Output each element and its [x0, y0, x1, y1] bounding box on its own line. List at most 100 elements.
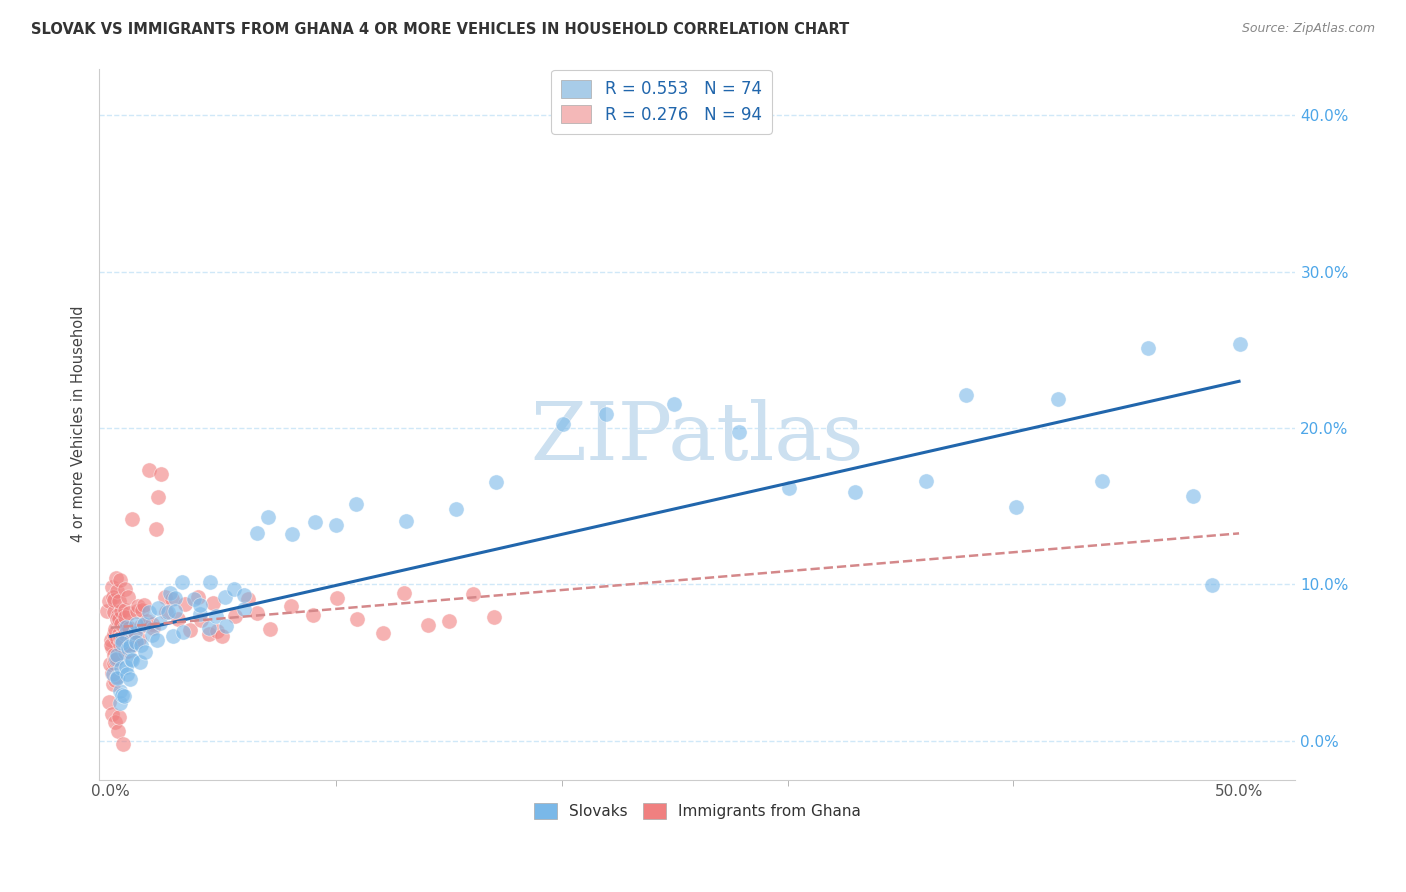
Point: [101, 667, 124, 681]
Point: [108, 612, 131, 626]
Point: [98, 593, 121, 607]
Text: ZIPatlas: ZIPatlas: [530, 400, 865, 477]
Point: [107, 594, 129, 608]
Point: [132, 598, 155, 612]
Point: [915, 474, 938, 488]
Point: [198, 621, 221, 635]
Point: [207, 624, 229, 638]
Point: [141, 628, 163, 642]
Text: Source: ZipAtlas.com: Source: ZipAtlas.com: [1241, 22, 1375, 36]
Point: [115, 666, 138, 681]
Point: [103, 677, 125, 691]
Point: [110, 617, 132, 632]
Point: [107, 627, 129, 641]
Point: [138, 605, 160, 619]
Point: [101, 590, 124, 604]
Point: [101, 640, 124, 655]
Point: [118, 673, 141, 687]
Point: [120, 651, 142, 665]
Point: [461, 587, 484, 601]
Point: [163, 591, 186, 605]
Point: [1046, 392, 1069, 406]
Point: [103, 656, 125, 670]
Point: [96, 604, 118, 618]
Point: [105, 651, 128, 665]
Point: [117, 621, 139, 635]
Point: [104, 653, 127, 667]
Point: [326, 591, 349, 605]
Point: [163, 604, 186, 618]
Point: [246, 606, 269, 620]
Point: [103, 605, 125, 619]
Point: [344, 497, 367, 511]
Point: [162, 629, 184, 643]
Point: [778, 481, 800, 495]
Point: [395, 514, 418, 528]
Point: [259, 622, 281, 636]
Point: [100, 580, 122, 594]
Point: [728, 425, 751, 439]
Point: [214, 590, 236, 604]
Point: [104, 572, 127, 586]
Point: [111, 737, 134, 751]
Point: [117, 644, 139, 658]
Point: [205, 609, 228, 624]
Point: [1005, 500, 1028, 514]
Point: [110, 688, 132, 702]
Point: [150, 467, 173, 482]
Point: [117, 590, 139, 604]
Point: [437, 614, 460, 628]
Point: [120, 640, 142, 654]
Point: [120, 633, 142, 648]
Point: [179, 623, 201, 637]
Point: [108, 632, 131, 646]
Point: [155, 605, 177, 619]
Point: [595, 407, 617, 421]
Point: [105, 612, 128, 626]
Point: [114, 602, 136, 616]
Point: [485, 475, 508, 490]
Point: [124, 625, 146, 640]
Point: [145, 522, 167, 536]
Point: [222, 582, 245, 596]
Point: [108, 574, 131, 588]
Point: [844, 484, 866, 499]
Point: [149, 616, 172, 631]
Point: [392, 586, 415, 600]
Point: [118, 639, 141, 653]
Point: [104, 622, 127, 636]
Point: [146, 601, 169, 615]
Y-axis label: 4 or more Vehicles in Household: 4 or more Vehicles in Household: [72, 306, 86, 542]
Point: [142, 621, 165, 635]
Point: [107, 724, 129, 739]
Point: [141, 617, 163, 632]
Point: [105, 648, 128, 662]
Point: [121, 653, 143, 667]
Point: [187, 590, 209, 604]
Point: [166, 612, 188, 626]
Point: [105, 584, 128, 599]
Point: [304, 515, 326, 529]
Point: [160, 592, 183, 607]
Point: [183, 592, 205, 607]
Point: [1091, 474, 1114, 488]
Point: [111, 636, 134, 650]
Point: [482, 610, 505, 624]
Point: [159, 585, 181, 599]
Point: [108, 696, 131, 710]
Point: [110, 630, 132, 644]
Point: [104, 652, 127, 666]
Point: [100, 633, 122, 648]
Point: [1201, 578, 1223, 592]
Point: [114, 609, 136, 624]
Point: [100, 665, 122, 680]
Point: [105, 671, 128, 685]
Point: [257, 510, 280, 524]
Point: [1136, 341, 1159, 355]
Point: [128, 632, 150, 646]
Point: [146, 490, 169, 504]
Point: [198, 574, 221, 589]
Point: [1229, 337, 1251, 351]
Point: [108, 710, 131, 724]
Point: [98, 657, 121, 671]
